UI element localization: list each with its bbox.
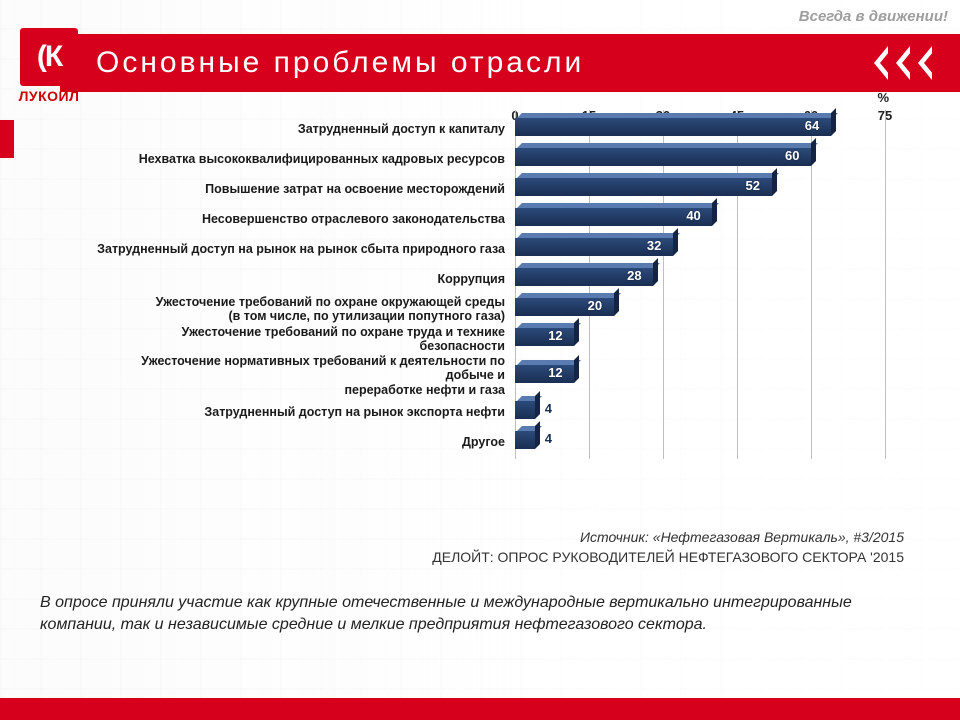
logo-text: ЛУКОЙЛ bbox=[10, 88, 88, 104]
chart-row: Ужесточение требований по охране окружаю… bbox=[95, 294, 885, 324]
chart-bar bbox=[515, 118, 831, 136]
source-block: Источник: «Нефтегазовая Вертикаль», #3/2… bbox=[432, 528, 904, 567]
chart-row-label: Затрудненный доступ на рынок экспорта не… bbox=[95, 405, 515, 419]
chart-row: Затрудненный доступ на рынок экспорта не… bbox=[95, 397, 885, 427]
chart-bar-value: 64 bbox=[805, 118, 819, 133]
chart-bar-value: 12 bbox=[548, 365, 562, 380]
slogan-text: Всегда в движении! bbox=[799, 8, 948, 25]
chevrons-icon bbox=[874, 46, 940, 80]
logo-glyph: (К bbox=[37, 40, 61, 74]
chart-row: Нехватка высококвалифицированных кадровы… bbox=[95, 144, 885, 174]
chart-bar-value: 40 bbox=[686, 208, 700, 223]
chart-row: Коррупция 28 bbox=[95, 264, 885, 294]
chart-bar-value: 4 bbox=[545, 431, 552, 446]
chart-row: Повышение затрат на освоение месторожден… bbox=[95, 174, 885, 204]
chart-row-label: Ужесточение требований по охране труда и… bbox=[95, 325, 515, 354]
chart-bar bbox=[515, 401, 535, 419]
chart-row-label: Нехватка высококвалифицированных кадровы… bbox=[95, 152, 515, 166]
footnote-text: В опросе приняли участие как крупные оте… bbox=[40, 592, 920, 637]
chart-bar bbox=[515, 328, 574, 346]
side-accent bbox=[0, 120, 14, 158]
source-text-2: ДЕЛОЙТ: ОПРОС РУКОВОДИТЕЛЕЙ НЕФТЕГАЗОВОГ… bbox=[432, 548, 904, 568]
chart-bar-value: 32 bbox=[647, 238, 661, 253]
title-bar: Основные проблемы отрасли bbox=[60, 34, 960, 92]
source-text-1: «Нефтегазовая Вертикаль», #3/2015 bbox=[653, 529, 904, 545]
chart-row-label: Затрудненный доступ к капиталу bbox=[95, 122, 515, 136]
logo-square-icon: (К bbox=[20, 28, 78, 86]
page-title: Основные проблемы отрасли bbox=[96, 46, 584, 80]
chart: % 01530456075 Затрудненный доступ к капи… bbox=[95, 108, 885, 457]
chart-row-label: Несовершенство отраслевого законодательс… bbox=[95, 212, 515, 226]
chart-bar bbox=[515, 148, 811, 166]
chart-bar-value: 12 bbox=[548, 328, 562, 343]
chart-bar-value: 20 bbox=[588, 298, 602, 313]
chart-row: Ужесточение требований по охране труда и… bbox=[95, 324, 885, 354]
chart-row-label: Ужесточение требований по охране окружаю… bbox=[95, 295, 515, 324]
chart-row-label: Коррупция bbox=[95, 272, 515, 286]
chart-bar bbox=[515, 208, 712, 226]
chart-bar bbox=[515, 178, 772, 196]
footer-bar bbox=[0, 698, 960, 720]
chart-row-label: Ужесточение нормативных требований к дея… bbox=[95, 354, 515, 397]
chart-row-label: Другое bbox=[95, 435, 515, 449]
chart-bar bbox=[515, 365, 574, 383]
chart-bar-value: 52 bbox=[746, 178, 760, 193]
chart-bar bbox=[515, 431, 535, 449]
chart-row-label: Затрудненный доступ на рынок на рынок сб… bbox=[95, 242, 515, 256]
chart-row: Затрудненный доступ на рынок на рынок сб… bbox=[95, 234, 885, 264]
chart-bar-value: 28 bbox=[627, 268, 641, 283]
chart-bar-value: 60 bbox=[785, 148, 799, 163]
chart-unit-label: % bbox=[877, 90, 889, 105]
logo: (К ЛУКОЙЛ bbox=[10, 28, 88, 104]
chart-row-label: Повышение затрат на освоение месторожден… bbox=[95, 182, 515, 196]
chart-row: Несовершенство отраслевого законодательс… bbox=[95, 204, 885, 234]
source-prefix: Источник: bbox=[580, 529, 653, 545]
chart-row: Ужесточение нормативных требований к дея… bbox=[95, 354, 885, 397]
chart-row: Затрудненный доступ к капиталу 64 bbox=[95, 114, 885, 144]
chart-bar-value: 4 bbox=[545, 401, 552, 416]
chart-row: Другое 4 bbox=[95, 427, 885, 457]
